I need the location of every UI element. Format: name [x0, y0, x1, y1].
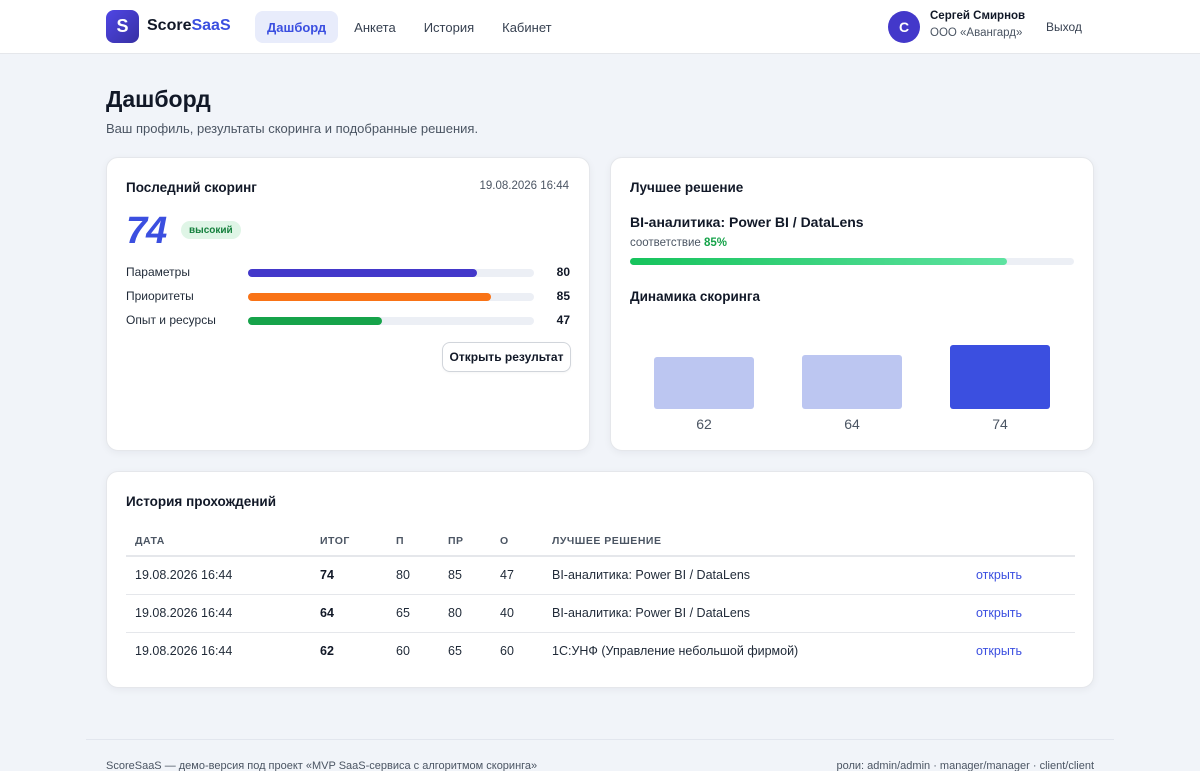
metric-value: 85	[556, 289, 570, 303]
scoring-date: 19.08.2026 16:44	[479, 180, 569, 192]
brand-part-score: Score	[147, 17, 192, 34]
cell-action: открыть	[967, 556, 1075, 595]
cell-date: 19.08.2026 16:44	[126, 556, 311, 595]
footer-roles: роли: admin/admin · manager/manager · cl…	[836, 760, 1095, 771]
cell-pr: 80	[439, 594, 491, 633]
user-name: Сергей Смирнов	[930, 10, 1026, 22]
cell-total: 64	[311, 594, 387, 633]
column-header-pr: ПР	[439, 527, 491, 557]
column-header-best: ЛУЧШЕЕ РЕШЕНИЕ	[543, 527, 967, 557]
scoring-dynamics-chart: 62 64 74	[654, 345, 1050, 432]
match-value: 85%	[703, 237, 727, 249]
card-title: Последний скоринг	[126, 180, 257, 195]
cell-date: 19.08.2026 16:44	[126, 594, 311, 633]
cell-o: 60	[500, 644, 514, 659]
metric-label: Параметры	[126, 265, 190, 279]
brand-name[interactable]: ScoreSaaS	[147, 17, 231, 35]
chart-bar	[654, 357, 754, 409]
cell-pr: 65	[448, 644, 462, 659]
user-organization: ООО «Авангард»	[930, 27, 1023, 39]
score-level-badge: высокий	[181, 221, 241, 239]
open-link[interactable]: открыть	[976, 606, 1023, 620]
metric-label: Опыт и ресурсы	[126, 313, 216, 327]
table-row: 19.08.2026 16:44 64 65 80 40 BI-аналитик…	[126, 594, 1075, 633]
open-link[interactable]: открыть	[976, 644, 1023, 659]
best-solution-name: BI-аналитика: Power BI / DataLens	[630, 214, 864, 230]
page-title: Дашборд	[106, 86, 211, 112]
match-bar-fill	[630, 258, 1008, 265]
metric-row-priorities: Приоритеты 85	[126, 289, 572, 305]
open-result-button[interactable]: Открыть результат	[442, 342, 571, 372]
metric-value: 47	[556, 313, 570, 327]
main-nav: Дашборд Анкета История Кабинет	[255, 11, 568, 43]
metric-bar	[248, 317, 534, 325]
cell-o: 40	[491, 594, 543, 633]
cell-p: 60	[396, 644, 410, 659]
last-scoring-card: Последний скоринг 19.08.2026 16:44 74 вы…	[106, 157, 590, 451]
metric-bar-fill	[248, 293, 492, 301]
chart-bar-label: 74	[992, 416, 1008, 432]
brand-part-saas: SaaS	[191, 17, 231, 34]
table-row: 19.08.2026 16:44 62 60 65 60 1С:УНФ (Упр…	[126, 632, 1075, 670]
footer-divider	[86, 739, 1114, 740]
cell-action: открыть	[967, 594, 1075, 633]
history-table: ДАТА ИТОГ П ПР О ЛУЧШЕЕ РЕШЕНИЕ 19.08.20…	[126, 527, 1075, 670]
chart-bar	[802, 355, 902, 409]
page-subtitle: Ваш профиль, результаты скоринга и подоб…	[106, 121, 479, 136]
column-header-p: П	[387, 527, 439, 557]
nav-dashboard[interactable]: Дашборд	[255, 11, 339, 43]
nav-questionnaire[interactable]: Анкета	[354, 19, 396, 35]
table-header-row: ДАТА ИТОГ П ПР О ЛУЧШЕЕ РЕШЕНИЕ	[126, 527, 1075, 557]
cell-best: 1С:УНФ (Управление небольшой фирмой)	[552, 644, 799, 659]
column-header-o: О	[491, 527, 543, 557]
nav-history[interactable]: История	[423, 19, 475, 35]
open-link[interactable]: открыть	[976, 568, 1023, 583]
metric-value: 80	[556, 265, 570, 279]
card-title: История прохождений	[126, 494, 277, 509]
match-label: соответствие	[630, 237, 701, 249]
cell-total: 62	[320, 644, 334, 659]
card-title: Лучшее решение	[630, 180, 744, 195]
metric-bar	[248, 269, 534, 277]
metric-label: Приоритеты	[126, 289, 194, 303]
history-card: История прохождений ДАТА ИТОГ П ПР О ЛУЧ…	[106, 471, 1094, 688]
metric-bar	[248, 293, 534, 301]
chart-title: Динамика скоринга	[630, 289, 761, 304]
column-header-action	[967, 527, 1075, 557]
chart-bar-label: 62	[696, 416, 712, 432]
match-bar	[630, 258, 1074, 265]
column-header-date: ДАТА	[126, 527, 311, 557]
cell-date: 19.08.2026 16:44	[135, 644, 233, 659]
cell-best: BI-аналитика: Power BI / DataLens	[543, 556, 967, 595]
cell-pr: 85	[439, 556, 491, 595]
table-row: 19.08.2026 16:44 74 80 85 47 BI-аналитик…	[126, 556, 1075, 595]
cell-p: 80	[387, 556, 439, 595]
cell-action: открыть	[967, 632, 1075, 670]
footer-text: ScoreSaaS — демо-версия под проект «MVP …	[106, 760, 538, 771]
chart-bar-label: 64	[844, 416, 860, 432]
logo-icon[interactable]: S	[106, 10, 139, 43]
metric-row-experience: Опыт и ресурсы 47	[126, 313, 572, 329]
metric-bar-fill	[248, 269, 477, 277]
cell-best: BI-аналитика: Power BI / DataLens	[543, 594, 967, 633]
cell-o: 47	[491, 556, 543, 595]
cell-total: 74	[311, 556, 387, 595]
chart-bar	[950, 345, 1050, 409]
cell-p: 65	[387, 594, 439, 633]
metric-row-params: Параметры 80	[126, 265, 572, 281]
score-value: 74	[126, 210, 167, 252]
best-solution-card: Лучшее решение BI-аналитика: Power BI / …	[610, 157, 1094, 451]
logout-link[interactable]: Выход	[1046, 20, 1082, 34]
metric-bar-fill	[248, 317, 383, 325]
column-header-total: ИТОГ	[311, 527, 387, 557]
avatar[interactable]: С	[888, 11, 920, 43]
nav-cabinet[interactable]: Кабинет	[502, 19, 552, 35]
top-navbar: S ScoreSaaS Дашборд Анкета История Кабин…	[0, 0, 1200, 54]
match-text: соответствие 85%	[630, 237, 727, 249]
